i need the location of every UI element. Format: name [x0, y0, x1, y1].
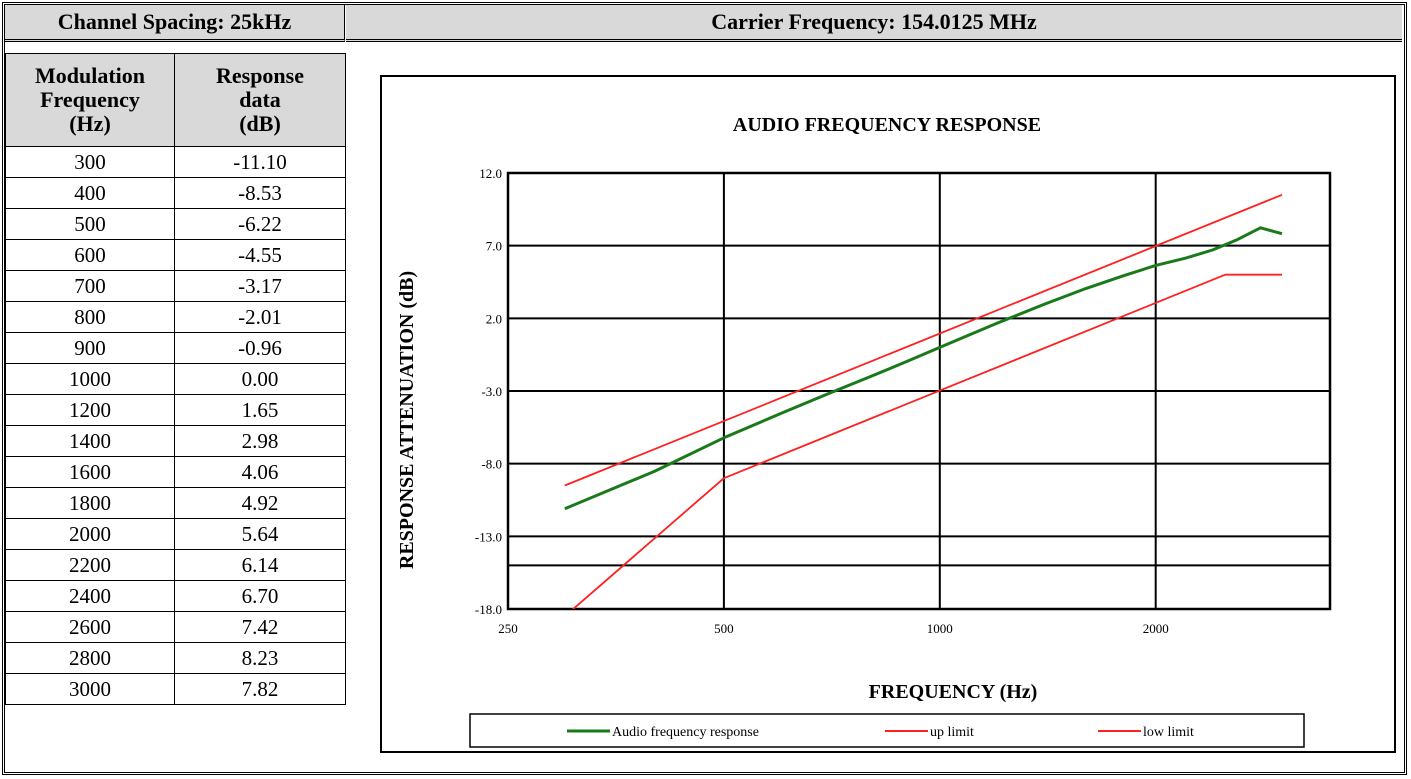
legend-label-up-limit: up limit — [930, 725, 974, 740]
plot-area-border — [506, 171, 1332, 611]
table-row: 300 -11.10 — [5, 146, 346, 178]
table-row: 700 -3.17 — [5, 270, 346, 302]
y-tick-label: 7.0 — [486, 239, 502, 254]
response-value-cell: 5.64 — [174, 518, 346, 550]
response-value-cell: 2.98 — [174, 425, 346, 457]
header-line: Modulation — [34, 63, 146, 88]
table-row: 400 -8.53 — [5, 177, 346, 209]
y-tick-label: 12.0 — [479, 166, 502, 181]
x-tick-label: 1000 — [927, 621, 953, 636]
modulation-frequency-cell: 1200 — [5, 394, 175, 426]
response-value-cell: 0.00 — [174, 363, 346, 395]
modulation-frequency-cell: 2800 — [5, 642, 175, 674]
carrier-frequency-label: Carrier Frequency: 154.0125 MHz — [711, 9, 1037, 34]
x-tick-label: 250 — [498, 621, 518, 636]
modulation-frequency-cell: 1800 — [5, 487, 175, 519]
table-row: 1800 4.92 — [5, 487, 346, 519]
response-value-cell: -2.01 — [174, 301, 346, 333]
header-line: (dB) — [239, 111, 281, 136]
modulation-frequency-cell: 1400 — [5, 425, 175, 457]
table-row: 600 -4.55 — [5, 239, 346, 271]
table-row: 1600 4.06 — [5, 456, 346, 488]
response-value-cell: 6.70 — [174, 580, 346, 612]
table-header-row: Modulation Frequency (Hz) Response data … — [5, 53, 346, 147]
modulation-frequency-cell: 700 — [5, 270, 175, 302]
modulation-frequency-cell: 2400 — [5, 580, 175, 612]
modulation-frequency-cell: 600 — [5, 239, 175, 271]
up-limit-line — [564, 193, 1283, 487]
response-value-cell: -0.96 — [174, 332, 346, 364]
response-value-cell: -8.53 — [174, 177, 346, 209]
legend-label-audio: Audio frequency response — [612, 725, 759, 740]
modulation-frequency-header: Modulation Frequency (Hz) — [5, 53, 175, 147]
response-value-cell: 8.23 — [174, 642, 346, 674]
y-tick-label: -3.0 — [481, 384, 502, 399]
modulation-frequency-cell: 300 — [5, 146, 175, 178]
response-value-cell: 7.82 — [174, 673, 346, 705]
response-value-cell: -11.10 — [174, 146, 346, 178]
response-data-header: Response data (dB) — [174, 53, 346, 147]
x-axis-label: FREQUENCY (Hz) — [869, 681, 1038, 703]
audio-frequency-response-line — [564, 226, 1283, 511]
table-row: 2600 7.42 — [5, 611, 346, 643]
modulation-frequency-cell: 2600 — [5, 611, 175, 643]
y-tick-label: -8.0 — [481, 457, 502, 472]
modulation-frequency-cell: 500 — [5, 208, 175, 240]
modulation-frequency-cell: 2000 — [5, 518, 175, 550]
table-row: 2000 5.64 — [5, 518, 346, 550]
response-value-cell: -6.22 — [174, 208, 346, 240]
table-row: 900 -0.96 — [5, 332, 346, 364]
table-row: 1200 1.65 — [5, 394, 346, 426]
header-line: Frequency — [40, 87, 140, 112]
audio-frequency-response-chart: AUDIO FREQUENCY RESPONSE RESPONSE ATTENU… — [380, 75, 1396, 753]
chart-frame — [380, 75, 1396, 753]
y-tick-label: -13.0 — [475, 529, 502, 544]
response-data-table: Modulation Frequency (Hz) Response data … — [5, 53, 346, 705]
x-tick-label: 500 — [714, 621, 734, 636]
x-tick-label: 2000 — [1143, 621, 1169, 636]
header-line: Response — [215, 63, 304, 88]
modulation-frequency-cell: 3000 — [5, 673, 175, 705]
y-tick-label: -18.0 — [475, 602, 502, 617]
response-value-cell: 7.42 — [174, 611, 346, 643]
channel-spacing-header: Channel Spacing: 25kHz — [5, 5, 345, 42]
chart-title: AUDIO FREQUENCY RESPONSE — [733, 114, 1041, 136]
table-row: 500 -6.22 — [5, 208, 346, 240]
table-row: 2400 6.70 — [5, 580, 346, 612]
modulation-frequency-cell: 800 — [5, 301, 175, 333]
table-row: 1000 0.00 — [5, 363, 346, 395]
y-tick-label: 2.0 — [486, 311, 502, 326]
carrier-frequency-header: Carrier Frequency: 154.0125 MHz — [346, 5, 1402, 42]
modulation-frequency-cell: 900 — [5, 332, 175, 364]
table-row: 1400 2.98 — [5, 425, 346, 457]
response-value-cell: 4.92 — [174, 487, 346, 519]
header-line: data — [239, 87, 281, 112]
low-limit-line — [571, 273, 1282, 609]
header-line: (Hz) — [69, 111, 111, 136]
response-value-cell: 4.06 — [174, 456, 346, 488]
legend-label-low-limit: low limit — [1143, 725, 1194, 740]
y-axis-label: RESPONSE ATTENUATION (dB) — [396, 271, 418, 569]
modulation-frequency-cell: 1600 — [5, 456, 175, 488]
table-row: 3000 7.82 — [5, 673, 346, 705]
modulation-frequency-cell: 2200 — [5, 549, 175, 581]
response-value-cell: -3.17 — [174, 270, 346, 302]
table-row: 800 -2.01 — [5, 301, 346, 333]
response-value-cell: 1.65 — [174, 394, 346, 426]
response-value-cell: 6.14 — [174, 549, 346, 581]
response-value-cell: -4.55 — [174, 239, 346, 271]
modulation-frequency-cell: 400 — [5, 177, 175, 209]
table-row: 2800 8.23 — [5, 642, 346, 674]
modulation-frequency-cell: 1000 — [5, 363, 175, 395]
table-row: 2200 6.14 — [5, 549, 346, 581]
channel-spacing-label: Channel Spacing: 25kHz — [57, 9, 292, 34]
